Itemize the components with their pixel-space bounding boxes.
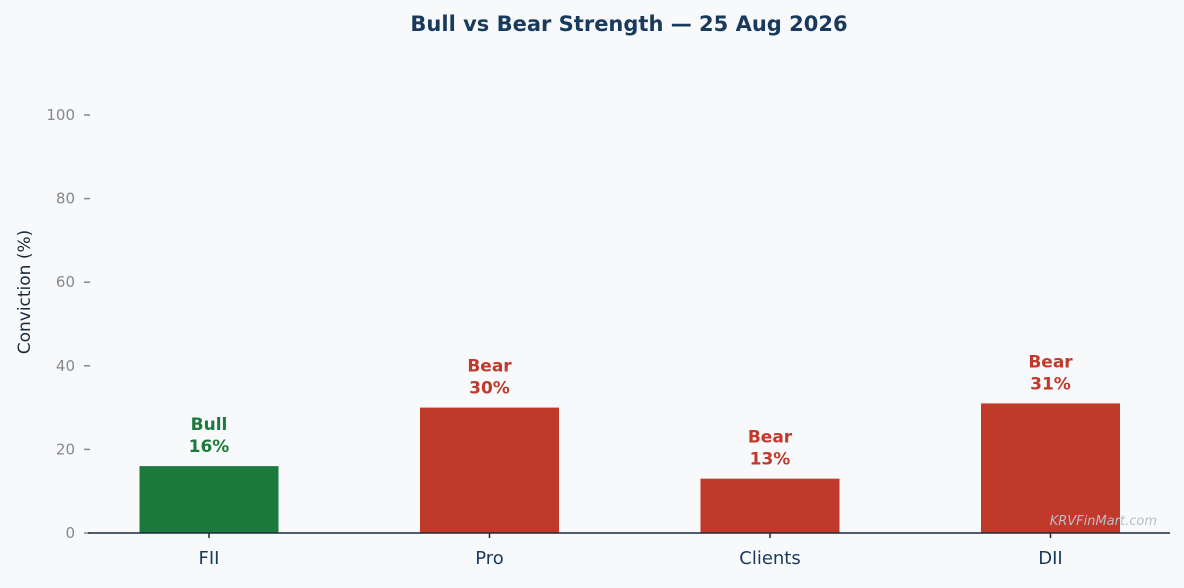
y-tick-label: 100: [46, 106, 75, 124]
y-tick-label: 20: [56, 440, 75, 458]
x-tick-label: Clients: [739, 548, 801, 569]
bar-dii: [981, 403, 1120, 533]
bar-fii: [139, 466, 279, 533]
bar-value-label: 31%: [1030, 374, 1071, 394]
y-tick-label: 40: [56, 357, 75, 375]
bar-clients: [700, 478, 840, 533]
bar-direction-label: Bull: [191, 415, 228, 435]
y-axis-label: Conviction (%): [15, 230, 35, 355]
chart-title: Bull vs Bear Strength — 25 Aug 2026: [410, 12, 847, 36]
bar-value-label: 30%: [469, 379, 510, 399]
bars: [139, 403, 1120, 533]
bar-value-label: 16%: [189, 437, 230, 457]
y-tick-label: 0: [65, 524, 75, 542]
y-axis: 0 20 40 60 80 100: [46, 106, 90, 542]
y-tick-label: 80: [56, 190, 75, 208]
bar-pro: [420, 407, 559, 533]
x-tick-label: FII: [199, 548, 220, 569]
bar-direction-label: Bear: [1028, 352, 1073, 372]
x-tick-label: DII: [1038, 548, 1062, 569]
y-tick-label: 60: [56, 273, 75, 291]
bar-value-label: 13%: [750, 450, 791, 470]
bar-direction-label: Bear: [467, 357, 512, 377]
watermark: KRVFinMart.com: [1050, 514, 1157, 529]
bar-direction-label: Bear: [748, 428, 793, 448]
x-axis: FII Pro Clients DII: [88, 532, 1170, 569]
x-tick-label: Pro: [475, 548, 504, 569]
